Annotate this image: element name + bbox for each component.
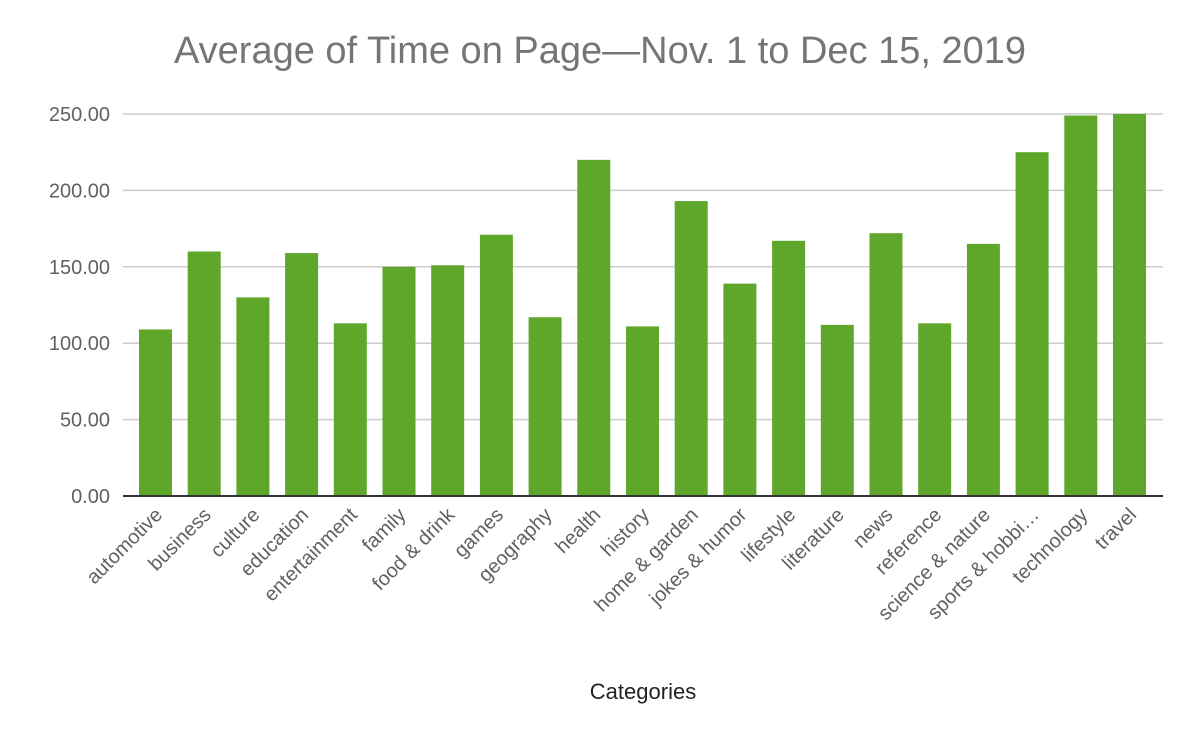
bar	[285, 253, 319, 496]
y-tick-label: 100.00	[49, 333, 110, 355]
bar	[1113, 114, 1146, 496]
bar	[382, 266, 416, 496]
bar	[1064, 115, 1098, 496]
x-axis-title: Categories	[590, 679, 696, 704]
bar	[674, 201, 708, 496]
bar	[431, 265, 465, 496]
bar	[139, 329, 172, 496]
x-tick-label: travel	[1091, 504, 1141, 554]
y-tick-label: 50.00	[60, 410, 110, 432]
bar	[772, 240, 806, 496]
y-tick-label: 150.00	[49, 257, 110, 279]
x-tick-label: health	[551, 504, 605, 558]
bar	[820, 324, 854, 496]
bar	[479, 234, 513, 496]
y-axis-tick-labels: 0.00 50.00 100.00 150.00 200.00 250.00	[49, 104, 110, 508]
x-tick-label: automotive	[82, 504, 167, 589]
x-axis-tick-labels: automotivebusinesscultureeducationentert…	[82, 503, 1141, 625]
bar	[236, 297, 270, 496]
bar	[626, 326, 659, 496]
y-tick-label: 0.00	[71, 486, 110, 508]
bars	[139, 114, 1146, 496]
bar	[577, 159, 611, 496]
y-tick-label: 200.00	[49, 180, 110, 202]
bar	[966, 243, 1000, 496]
bar	[723, 283, 757, 496]
bar	[918, 323, 952, 496]
bar	[333, 323, 367, 496]
bar	[869, 233, 903, 496]
y-tick-label: 250.00	[49, 104, 110, 126]
bar	[187, 251, 221, 496]
bar	[1015, 152, 1049, 496]
bar	[528, 317, 562, 496]
chart-title: Average of Time on Page—Nov. 1 to Dec 15…	[174, 30, 1026, 72]
